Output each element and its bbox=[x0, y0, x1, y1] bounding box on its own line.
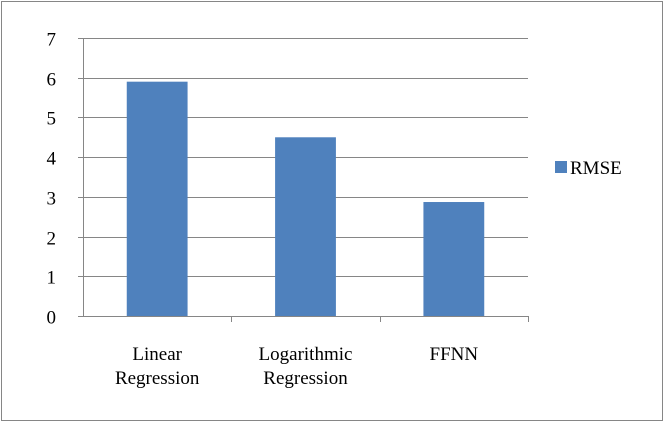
y-tick-label-7: 7 bbox=[47, 30, 57, 51]
y-tick-labels: 0 1 2 3 4 5 6 7 bbox=[47, 30, 57, 329]
x-tick-label-ffnn: FFNN bbox=[430, 344, 479, 365]
y-tick-label-5: 5 bbox=[47, 109, 57, 130]
x-tick-label-logarithmic-regression: Logarithmic Regression bbox=[259, 344, 353, 389]
legend: RMSE bbox=[555, 158, 622, 179]
y-tick-label-4: 4 bbox=[47, 149, 57, 170]
axes bbox=[78, 38, 529, 322]
y-tick-label-1: 1 bbox=[47, 268, 57, 289]
bar-ffnn bbox=[423, 202, 485, 316]
x-tick-labels: Linear Regression Logarithmic Regression FFN… bbox=[115, 344, 478, 389]
legend-swatch bbox=[555, 161, 567, 173]
legend-label-rmse: RMSE bbox=[570, 158, 622, 179]
y-tick-label-6: 6 bbox=[47, 70, 57, 91]
bar-linear-regression bbox=[126, 81, 188, 316]
y-tick-label-0: 0 bbox=[47, 308, 57, 329]
bar-logarithmic-regression bbox=[275, 137, 336, 316]
x-tick-label-line: FFNN bbox=[430, 344, 479, 365]
x-tick-label-line: Regression bbox=[115, 368, 200, 389]
y-tick-label-3: 3 bbox=[47, 189, 57, 210]
x-tick-label-line: Regression bbox=[263, 368, 348, 389]
x-tick-label-line: Linear bbox=[132, 344, 182, 365]
x-tick-label-line: Logarithmic bbox=[259, 344, 353, 365]
x-tick-label-linear-regression: Linear Regression bbox=[115, 344, 200, 389]
bars bbox=[126, 81, 485, 316]
y-tick-label-2: 2 bbox=[47, 229, 57, 250]
